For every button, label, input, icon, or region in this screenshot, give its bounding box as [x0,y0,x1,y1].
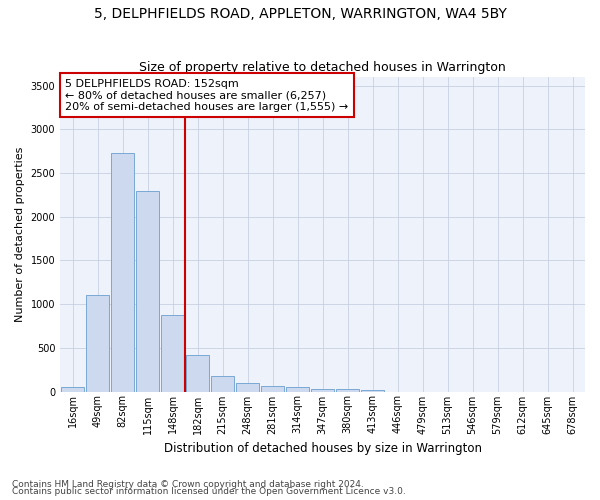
Bar [136,192,159,392]
Bar [311,389,334,392]
Text: Contains public sector information licensed under the Open Government Licence v3: Contains public sector information licen… [12,487,406,496]
Bar [337,390,359,392]
Bar [161,314,184,392]
X-axis label: Distribution of detached houses by size in Warrington: Distribution of detached houses by size … [164,442,482,455]
Title: Size of property relative to detached houses in Warrington: Size of property relative to detached ho… [139,62,506,74]
Y-axis label: Number of detached properties: Number of detached properties [15,146,25,322]
Bar [61,387,84,392]
Bar [236,383,259,392]
Text: 5 DELPHFIELDS ROAD: 152sqm
← 80% of detached houses are smaller (6,257)
20% of s: 5 DELPHFIELDS ROAD: 152sqm ← 80% of deta… [65,78,349,112]
Bar [361,390,384,392]
Text: Contains HM Land Registry data © Crown copyright and database right 2024.: Contains HM Land Registry data © Crown c… [12,480,364,489]
Bar [262,386,284,392]
Bar [112,153,134,392]
Bar [86,296,109,392]
Bar [211,376,234,392]
Bar [286,386,309,392]
Text: 5, DELPHFIELDS ROAD, APPLETON, WARRINGTON, WA4 5BY: 5, DELPHFIELDS ROAD, APPLETON, WARRINGTO… [94,8,506,22]
Bar [187,355,209,392]
